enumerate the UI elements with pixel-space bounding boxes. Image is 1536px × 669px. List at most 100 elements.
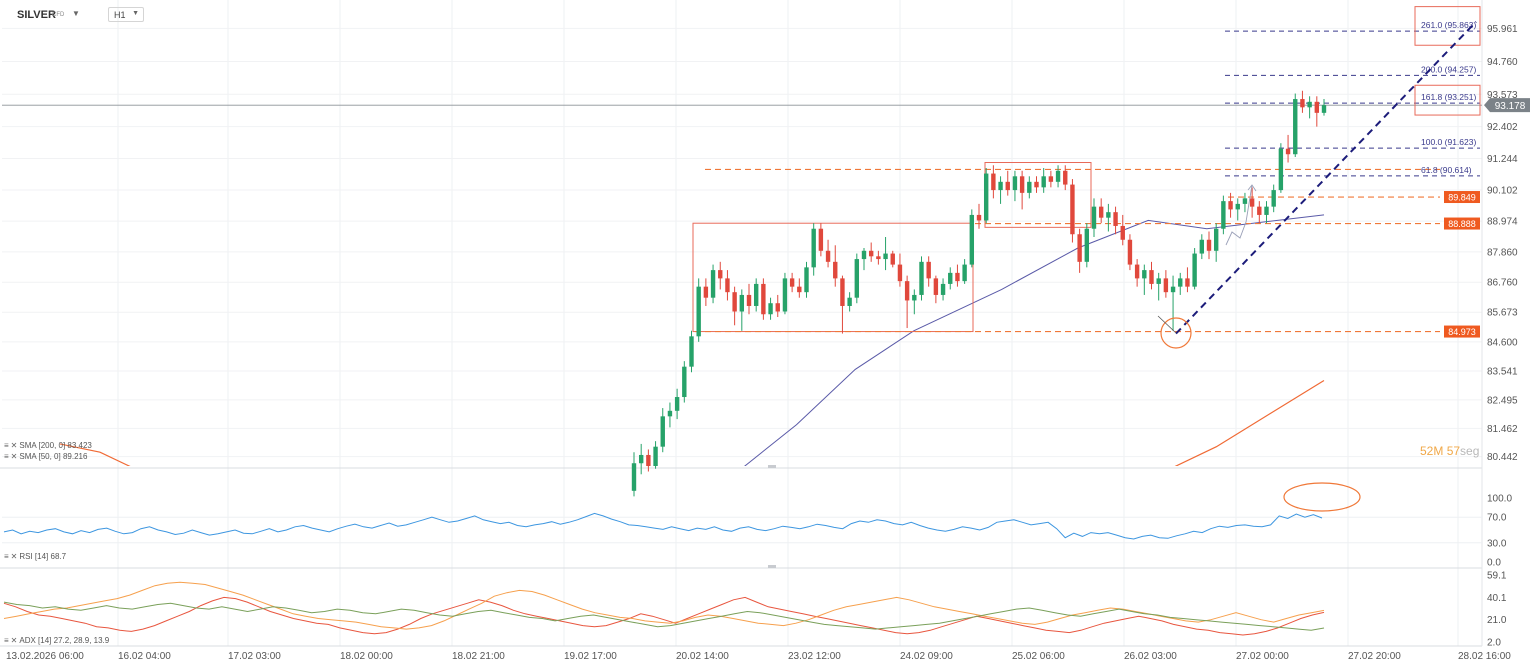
candle-body (1041, 176, 1046, 188)
sma200-line (59, 379, 1325, 466)
fib-label: 61.8 (90.614) (1421, 165, 1472, 175)
candle-body (696, 286, 701, 337)
candle-body (1321, 105, 1327, 113)
candle-body (1300, 99, 1305, 108)
candle-body (861, 250, 867, 260)
y-tick-label: 80.442 (1487, 452, 1518, 463)
candle-body (1134, 264, 1140, 279)
candle-body (761, 283, 766, 315)
settings-icon[interactable]: ≡ (4, 452, 9, 461)
legend-sma50[interactable]: ≡ ✕ SMA [50, 0] 89.216 (4, 452, 87, 461)
sma50-line (744, 214, 1325, 466)
candle-body (912, 294, 917, 301)
close-icon[interactable]: ✕ (10, 452, 18, 461)
candle-body (976, 214, 982, 221)
candle-body (890, 253, 895, 265)
candle-body (746, 294, 752, 306)
candle-body (1257, 206, 1262, 215)
x-tick-label: 18.02 21:00 (452, 651, 505, 662)
level-tag (1444, 217, 1480, 230)
candle-body (1077, 234, 1082, 262)
candle-body (1307, 101, 1312, 108)
candle-body (718, 270, 723, 279)
settings-icon[interactable]: ≡ (4, 552, 9, 561)
fib-label: 100.0 (91.623) (1421, 137, 1476, 147)
y-tick-label: 84.600 (1487, 337, 1518, 348)
legend-rsi[interactable]: ≡ ✕ RSI [14] 68.7 (4, 552, 66, 561)
candle-body (768, 303, 773, 315)
settings-icon[interactable]: ≡ (4, 441, 9, 450)
legend-sma200[interactable]: ≡ ✕ SMA [200, 0] 83.423 (4, 441, 92, 450)
adx-series-line (3, 581, 1325, 630)
candle-body (948, 272, 953, 284)
candle-body (631, 463, 637, 491)
grid (0, 0, 1483, 647)
candle-body (1012, 176, 1018, 191)
candle-body (1070, 184, 1075, 235)
countdown-minutes: 52M (1420, 444, 1444, 458)
candle-body (854, 259, 860, 298)
legend-adx[interactable]: ≡ ✕ ADX [14] 27.2, 28.9, 13.9 (4, 636, 109, 645)
close-icon[interactable]: ✕ (10, 636, 18, 645)
legend-sma50-label: SMA [50, 0] 89.216 (19, 452, 88, 461)
settings-icon[interactable]: ≡ (4, 636, 9, 645)
candle-body (926, 261, 931, 279)
candle-body (1005, 181, 1010, 191)
level-tag (1444, 325, 1480, 338)
y-tick-label: 95.961 (1487, 24, 1518, 35)
candle-body (1199, 239, 1205, 254)
candle-body (682, 366, 687, 398)
level-tag (1444, 191, 1480, 204)
candle-body (667, 410, 673, 417)
candle-body (919, 261, 924, 295)
close-icon[interactable]: ✕ (10, 441, 18, 450)
candle-body (1027, 181, 1032, 193)
y-tick-label: 70.0 (1487, 513, 1507, 524)
y-tick-label: 94.760 (1487, 57, 1518, 68)
y-tick-label: 87.860 (1487, 247, 1518, 258)
symbol-name[interactable]: SILVER (17, 9, 56, 21)
candle-body (1242, 198, 1248, 204)
chevron-down-icon: ▼ (132, 10, 139, 17)
level-tag-label: 89.849 (1448, 193, 1476, 203)
x-tick-label: 26.02 03:00 (1124, 651, 1177, 662)
adx-pane (3, 581, 1325, 636)
y-tick-label: 92.402 (1487, 122, 1518, 133)
timeframe-value: H1 (114, 10, 126, 20)
level-tag-label: 88.888 (1448, 219, 1476, 229)
candle-body (1048, 176, 1054, 182)
candle-body (840, 278, 845, 306)
candle-body (969, 214, 975, 265)
timeframe-select[interactable]: H1 ▼ (108, 7, 144, 22)
candle-body (1213, 228, 1219, 251)
x-tick-label: 27.02 00:00 (1236, 651, 1289, 662)
fib-label: 200.0 (94.257) (1421, 64, 1476, 74)
level-tag-label: 84.973 (1448, 327, 1476, 337)
symbol-dropdown-icon[interactable]: ▼ (72, 9, 80, 18)
pane-resize-handle[interactable] (768, 565, 776, 568)
y-tick-label: 82.495 (1487, 395, 1518, 406)
sma200-left-path (59, 443, 131, 466)
x-tick-label: 27.02 20:00 (1348, 651, 1401, 662)
candle-body (1055, 170, 1061, 182)
candle-body (1206, 239, 1212, 251)
candle-body (1142, 270, 1147, 279)
sma200-path (1174, 379, 1325, 466)
close-icon[interactable]: ✕ (10, 552, 18, 561)
candle-body (638, 454, 644, 464)
candle-body (955, 272, 960, 282)
candle-body (646, 454, 651, 466)
candle-body (962, 264, 967, 282)
candle-body (689, 336, 694, 367)
countdown-seconds-label: seg (1460, 444, 1480, 458)
legend-sma200-label: SMA [200, 0] 83.423 (19, 441, 92, 450)
candle-body (725, 278, 730, 293)
pane-resize-handle[interactable] (768, 465, 776, 468)
y-tick-label: 83.541 (1487, 367, 1518, 378)
trend-line (1175, 21, 1477, 335)
annotations (1157, 21, 1477, 512)
chart-header: SILVER CFD ▼ H1 ▼ (0, 0, 300, 28)
axes: 95.961 94.760 93.573 92.402 91.244 90.102 88.9… (6, 24, 1530, 662)
